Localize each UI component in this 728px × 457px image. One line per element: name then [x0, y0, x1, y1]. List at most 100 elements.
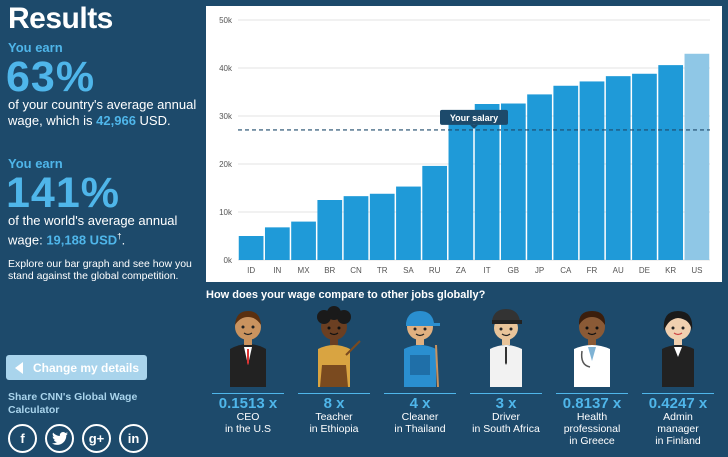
y-tick-label: 10k [219, 208, 233, 217]
job-label: Teacher in Ethiopia [309, 411, 359, 435]
linkedin-icon[interactable]: in [119, 424, 148, 453]
job-divider [212, 393, 284, 394]
facebook-glyph: f [20, 431, 25, 446]
social-links: f g+ in [8, 424, 148, 453]
country-percent: 63% [6, 53, 96, 101]
teacher-figure-icon [317, 306, 361, 387]
country-amount: 42,966 [96, 113, 136, 128]
jobs-row: 0.1513 x CEO in the U.S 8 x Teacher in Eth… [206, 303, 722, 457]
job-label: Driver in South Africa [472, 411, 540, 435]
x-tick-label: IT [484, 266, 491, 275]
twitter-bird-shape [51, 432, 68, 445]
x-tick-label: ZA [456, 266, 467, 275]
x-tick-label: TR [377, 266, 388, 275]
job-teacher[interactable]: 8 x Teacher in Ethiopia [294, 303, 374, 457]
driver-figure-icon [490, 309, 522, 387]
y-tick-label: 30k [219, 112, 233, 121]
y-tick-label: 20k [219, 160, 233, 169]
x-tick-label: AU [613, 266, 624, 275]
admin-figure-icon [662, 311, 694, 387]
x-tick-label: JP [535, 266, 544, 275]
job-label: Admin manager in Finland [655, 411, 701, 447]
job-label: CEO in the U.S [224, 411, 272, 435]
bar [579, 81, 605, 260]
x-tick-label: RU [429, 266, 441, 275]
x-tick-label: DE [639, 266, 650, 275]
y-tick-label: 40k [219, 64, 233, 73]
facebook-icon[interactable]: f [8, 424, 37, 453]
y-tick-label: 50k [219, 16, 233, 25]
google-plus-icon[interactable]: g+ [82, 424, 111, 453]
job-multiplier: 0.1513 x [218, 395, 278, 412]
x-tick-label: MX [298, 266, 311, 275]
salary-tooltip-pointer [470, 124, 478, 129]
x-tick-label: KR [665, 266, 676, 275]
bar [684, 53, 710, 260]
change-details-button[interactable]: Change my details [6, 355, 147, 380]
x-tick-label: IN [273, 266, 281, 275]
country-description: of your country's average annual wage, w… [8, 97, 198, 129]
world-text-after: . [121, 232, 126, 248]
job-multiplier: 8 x [323, 395, 345, 412]
job-divider [642, 393, 714, 394]
bar [422, 165, 448, 260]
x-tick-label: CN [350, 266, 362, 275]
chart-svg: 0k 10k 20k 30k 40k 50k ID IN MX BR CN TR SA RU ZA IT GB J… [219, 16, 710, 275]
google-plus-glyph: g+ [88, 431, 105, 446]
bar [500, 103, 526, 261]
bar [527, 94, 552, 261]
bar [474, 104, 500, 260]
country-you-earn-label: You earn [8, 40, 63, 55]
job-divider [298, 393, 370, 394]
job-admin-manager[interactable]: 0.4247 x Admin manager in Finland [638, 303, 718, 457]
job-cleaner[interactable]: 4 x Cleaner in Thailand [380, 303, 460, 457]
country-text-before: of your country's average annual wage, w… [8, 97, 197, 128]
job-multiplier: 4 x [409, 395, 431, 412]
job-multiplier: 0.8137 x [562, 395, 622, 412]
world-percent: 141% [6, 169, 120, 217]
results-title: Results [8, 2, 113, 35]
x-tick-label: US [691, 266, 702, 275]
bar [343, 196, 369, 260]
x-tick-label: SA [403, 266, 414, 275]
job-ceo[interactable]: 0.1513 x CEO in the U.S [208, 303, 288, 457]
bar [448, 120, 474, 260]
bar [369, 193, 395, 260]
country-text-after: USD. [135, 113, 171, 128]
share-text: Share CNN's Global Wage Calculator [8, 391, 138, 416]
world-description: of the world's average annual wage: 19,1… [8, 213, 198, 248]
wage-bar-chart: 0k 10k 20k 30k 40k 50k ID IN MX BR CN TR SA RU ZA IT GB J… [206, 6, 722, 282]
job-divider [556, 393, 628, 394]
bar [264, 227, 290, 260]
world-dagger: † [117, 232, 122, 241]
ceo-figure-icon [230, 311, 266, 387]
change-details-label: Change my details [33, 360, 140, 375]
y-tick-label: 0k [224, 256, 233, 265]
bar [553, 85, 579, 260]
job-multiplier: 3 x [495, 395, 517, 412]
bar [238, 236, 264, 260]
job-driver[interactable]: 3 x Driver in South Africa [466, 303, 546, 457]
job-label: Cleaner in Thailand [394, 411, 446, 435]
salary-label: Your salary [450, 113, 498, 123]
x-tick-label: BR [324, 266, 335, 275]
doctor-figure-icon [574, 311, 610, 387]
x-tick-label: GB [508, 266, 520, 275]
explore-text: Explore our bar graph and see how you st… [8, 258, 192, 282]
left-arrow-icon [15, 361, 23, 374]
bar [291, 221, 316, 260]
x-tick-label: CA [560, 266, 572, 275]
job-divider [470, 393, 542, 394]
job-health-professional[interactable]: 0.8137 x Health professional in Greece [552, 303, 632, 457]
salary-tooltip [440, 109, 508, 125]
bar [396, 186, 421, 260]
job-label: Health professional in Greece [563, 411, 621, 447]
job-multiplier: 0.4247 x [648, 395, 708, 412]
linkedin-glyph: in [127, 431, 140, 446]
results-panel: Results You earn 63% of your country's a… [0, 0, 200, 457]
compare-title: How does your wage compare to other jobs… [206, 289, 486, 301]
twitter-icon[interactable] [45, 424, 74, 453]
bar [317, 200, 343, 260]
x-tick-label: ID [247, 266, 255, 275]
bar [605, 76, 631, 260]
